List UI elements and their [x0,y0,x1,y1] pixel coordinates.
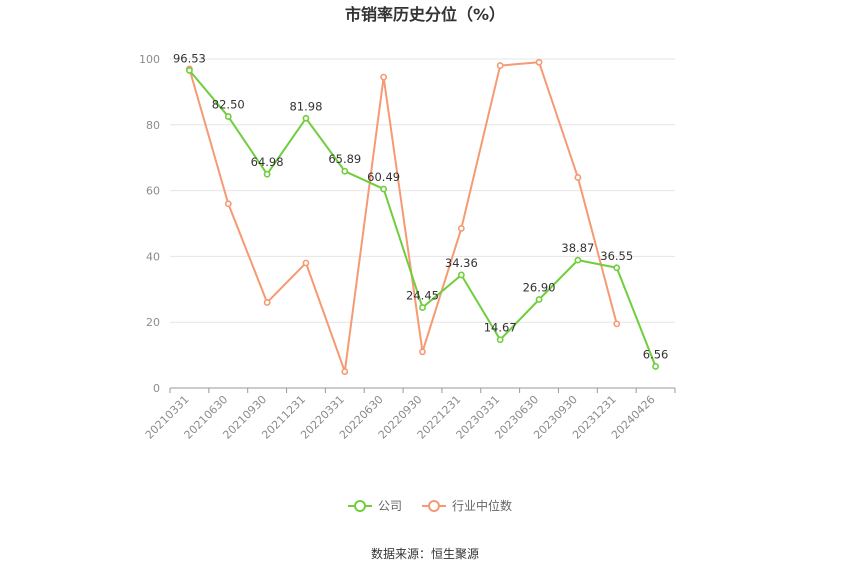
data-point [574,174,582,181]
x-axis: 2021033120210630202109302021123120220331… [143,387,676,442]
y-tick-label: 100 [139,53,160,66]
data-label: 6.56 [643,347,669,361]
data-point [302,259,310,267]
data-point [263,170,271,178]
data-labels: 96.53 82.50 64.98 81.98 65.89 60.49 24.45 34.36… [173,51,668,361]
data-label: 26.90 [523,280,556,294]
grid [170,58,675,323]
legend-marker [354,500,366,512]
chart-title: 市销率历史分位（%） [345,5,505,24]
series-industry-median [186,58,621,375]
data-point [457,271,465,279]
data-point [302,114,310,122]
data-point [496,336,504,344]
data-point [613,320,621,328]
data-point [186,67,193,74]
y-tick-label: 80 [146,119,160,132]
data-label: 14.67 [484,321,517,335]
y-axis-ticks: 0 20 40 60 80 100 [139,53,160,395]
legend-item-company[interactable]: 公司 [348,499,402,513]
data-point [419,348,426,356]
data-point [652,363,659,370]
data-point [224,113,232,120]
data-point [535,58,543,66]
y-tick-label: 20 [146,316,160,329]
series-layer [186,58,659,375]
data-label: 82.50 [212,98,245,112]
legend-label: 公司 [378,499,402,513]
data-point [380,73,388,81]
legend-item-industry-median[interactable]: 行业中位数 [422,498,512,513]
data-point [535,296,543,303]
data-point [224,200,232,208]
data-point [380,185,388,193]
data-point [496,62,504,69]
data-label: 24.45 [406,289,439,303]
legend-marker [428,500,440,512]
data-point [613,264,621,272]
data-point [457,225,465,232]
data-label: 96.53 [173,51,206,65]
data-point [341,368,349,375]
legend[interactable]: 公司 行业中位数 [348,498,512,513]
data-label: 34.36 [445,256,478,270]
data-label: 64.98 [251,155,284,169]
data-point [419,304,426,311]
y-tick-label: 0 [153,382,160,395]
series-line [188,61,618,373]
data-label: 65.89 [328,152,361,166]
data-point [263,299,271,306]
y-tick-label: 40 [146,250,160,263]
data-label: 81.98 [289,99,322,113]
series-company [186,67,659,370]
data-label: 60.49 [367,170,400,184]
data-label: 38.87 [561,241,594,255]
data-point [341,167,349,175]
legend-label: 行业中位数 [452,498,512,513]
y-tick-label: 60 [146,185,160,198]
data-label: 36.55 [600,249,633,263]
source-note: 数据来源：恒生聚源 [371,546,479,561]
data-point [574,256,582,264]
